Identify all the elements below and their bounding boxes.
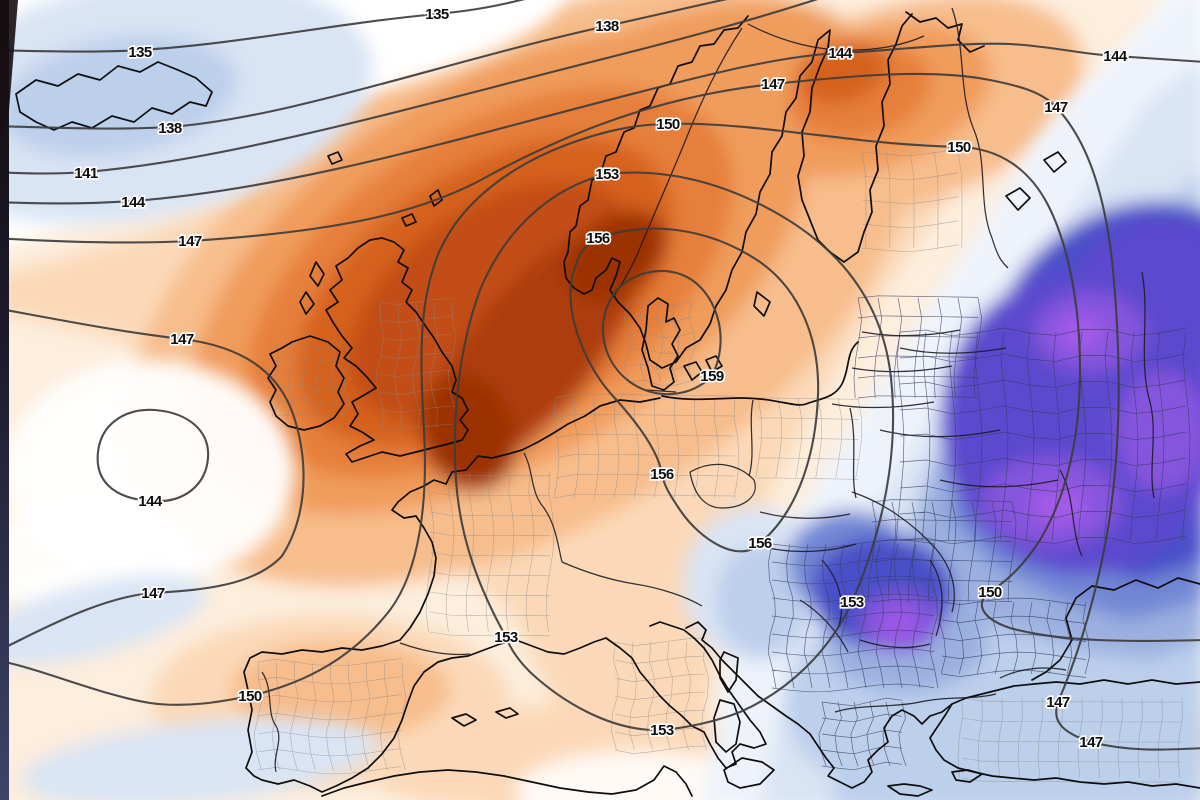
contour-label: 147	[141, 585, 165, 602]
coast-faroe	[327, 151, 343, 165]
coast-black-sea	[1031, 577, 1200, 681]
contour-label: 150	[238, 688, 262, 705]
admin-mesh-region	[853, 295, 983, 399]
admin-mesh-region	[375, 297, 457, 431]
contour-138	[0, 0, 728, 130]
contour-156	[569, 227, 820, 553]
contour-label: 144	[1103, 48, 1128, 65]
contour-label: 141	[74, 165, 98, 182]
admin-mesh-region	[425, 471, 555, 637]
contour-label: 147	[1044, 99, 1068, 116]
admin-mesh-region	[867, 499, 1017, 603]
coast-hebrides	[299, 189, 443, 315]
contour-label: 156	[748, 535, 772, 552]
contour-label: 144	[121, 194, 146, 211]
screen-edge-artifact	[0, 0, 9, 800]
admin-mesh-region	[553, 394, 740, 499]
admin-mesh-region	[818, 697, 907, 771]
admin-mesh-region	[861, 148, 963, 253]
contour-label: 150	[947, 139, 971, 156]
contour-141	[0, 0, 819, 175]
contour-label: 156	[650, 466, 674, 483]
contour-label: 147	[1046, 694, 1070, 711]
contour-135	[0, 0, 526, 53]
contour-label: 144	[138, 493, 163, 510]
contour-147	[0, 72, 1200, 751]
contour-150	[0, 122, 1200, 706]
coast-adriatic-greece	[685, 621, 1200, 789]
coast-north-africa	[321, 765, 693, 797]
admin-boundaries-texture	[253, 148, 1191, 783]
coast-denmark	[641, 297, 723, 391]
coast-great-britain	[325, 237, 469, 463]
contour-147-atlantic	[0, 307, 305, 651]
contour-label: 153	[650, 722, 674, 739]
contour-label: 153	[494, 629, 518, 646]
contour-label: 156	[586, 230, 610, 247]
contour-label: 147	[170, 331, 194, 348]
coast-kola	[905, 11, 985, 53]
contour-lines	[0, 0, 1200, 751]
contour-label: 159	[700, 368, 724, 385]
contour-label: 147	[1079, 734, 1103, 751]
coast-northwest-mainland	[391, 397, 661, 641]
contour-144-low	[96, 408, 210, 503]
contour-label: 147	[761, 76, 785, 93]
contour-label: 144	[828, 45, 853, 62]
coast-iberia	[243, 637, 607, 793]
contour-label: 135	[425, 6, 449, 23]
contour-label: 135	[128, 44, 152, 61]
admin-mesh-region	[253, 658, 407, 775]
contour-label: 153	[840, 594, 864, 611]
contour-labels: 135 138 141 144 147 135 138 147 150 153 156 144 144 1…	[73, 4, 1130, 752]
contour-153	[453, 171, 895, 732]
coastlines	[15, 11, 1200, 797]
contour-label: 150	[656, 116, 680, 133]
coast-ireland	[267, 335, 345, 431]
coast-lakes	[1005, 151, 1067, 211]
coast-iceland	[15, 61, 213, 131]
coast-turkey-south	[929, 703, 1200, 789]
coast-islands-med	[451, 651, 983, 797]
contour-label: 138	[158, 120, 182, 137]
coast-italy	[605, 621, 767, 769]
contour-label: 138	[595, 18, 619, 35]
contour-label: 153	[595, 166, 619, 183]
admin-mesh-region	[611, 637, 709, 754]
contour-144	[0, 42, 1200, 205]
contour-label: 150	[978, 584, 1002, 601]
coast-baltic-south	[661, 341, 859, 406]
screen-edge-corner	[0, 0, 18, 140]
coast-gotland	[753, 291, 771, 317]
contour-159	[601, 269, 722, 396]
contour-label: 147	[178, 233, 202, 250]
admin-mesh-region	[623, 300, 695, 386]
